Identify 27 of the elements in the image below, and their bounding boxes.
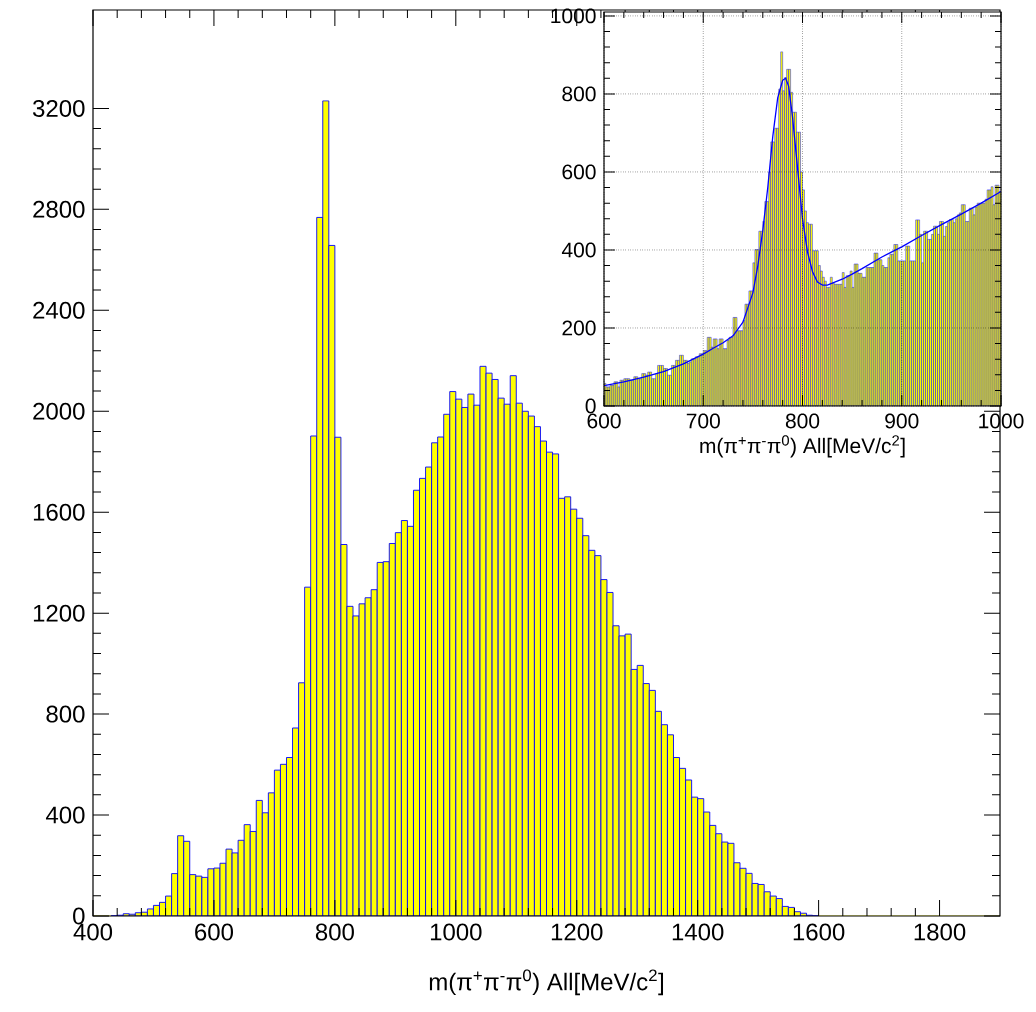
x-tick-label: 1600 xyxy=(793,923,845,941)
y-tick-label: 400 xyxy=(561,242,596,258)
y-tick-label: 0 xyxy=(585,398,596,414)
x-tick-label: 400 xyxy=(73,923,113,941)
y-tick-label: 2400 xyxy=(33,301,85,319)
y-tick-label: 0 xyxy=(73,907,85,925)
y-tick-label: 1600 xyxy=(33,503,85,521)
y-tick-label: 800 xyxy=(46,705,85,723)
y-tick-label: 400 xyxy=(45,806,85,824)
text: m(π$^{+}$π$^{-}$π$^{0}$) All[MeV/c$^{2}$] xyxy=(429,969,664,996)
text: m(π$^{+}$π$^{-}$π$^{0}$) All[MeV/c$^{2}$] xyxy=(700,435,905,458)
y-tick-label: 600 xyxy=(562,164,596,180)
y-tick-label: 3200 xyxy=(32,99,85,117)
x-tick-label: 600 xyxy=(195,923,234,941)
y-tick-label: 1200 xyxy=(33,604,85,622)
x-tick-label: 1800 xyxy=(914,923,966,941)
x-tick-label: 800 xyxy=(785,413,820,429)
x-tick-label: 1000 xyxy=(430,923,482,941)
x-tick-label: 900 xyxy=(885,413,919,429)
y-tick-label: 2800 xyxy=(33,200,85,218)
x-tick-label: 1400 xyxy=(672,923,724,941)
x-tick-label: 700 xyxy=(686,413,720,429)
x-tick-label: 600 xyxy=(587,413,621,429)
y-tick-label: 800 xyxy=(562,86,596,102)
y-tick-label: 200 xyxy=(562,320,596,336)
y-tick-label: 2000 xyxy=(33,402,85,420)
x-tick-label: 800 xyxy=(315,923,354,941)
